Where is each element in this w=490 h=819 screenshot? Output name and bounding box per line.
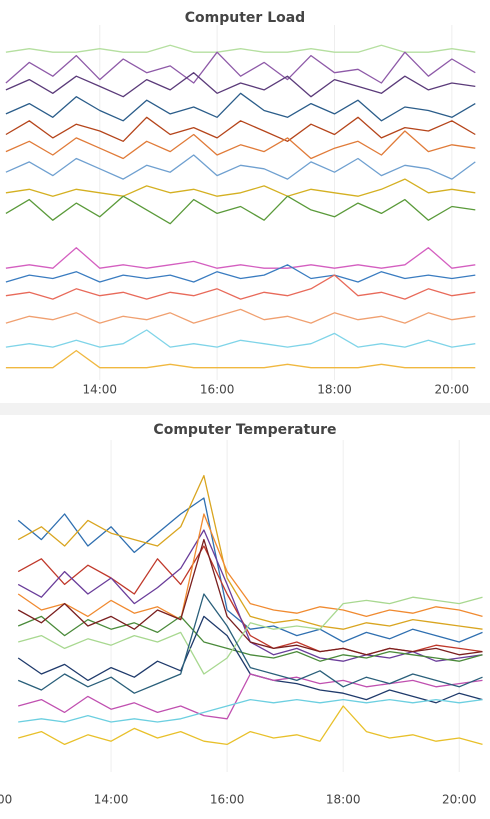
series-line (17, 513, 483, 621)
x-tick-label: 16:00 (210, 793, 245, 807)
series-line (5, 92, 476, 122)
series-line (17, 593, 483, 694)
series-line (17, 538, 483, 656)
x-tick-label: 12:00 (0, 793, 12, 807)
series-line (5, 274, 476, 300)
series-line (18, 673, 483, 720)
series-line (5, 154, 476, 180)
x-tick-label: 14:00 (82, 383, 117, 397)
series-line (17, 474, 483, 630)
series-line (18, 698, 483, 723)
series-line (5, 264, 476, 283)
x-tick-label: 16:00 (200, 383, 235, 397)
x-tick-label: 20:00 (442, 793, 477, 807)
series-line (5, 130, 476, 160)
x-tick-label: 18:00 (317, 383, 352, 397)
series-line (5, 247, 476, 269)
x-tick-label: 18:00 (326, 793, 361, 807)
chart-title: Computer Temperature (153, 422, 336, 438)
chart-title: Computer Load (185, 10, 305, 26)
series-line (5, 195, 476, 225)
series-line (5, 44, 476, 53)
series-line (5, 178, 476, 197)
series-line (17, 497, 483, 643)
panel-separator (0, 403, 490, 415)
series-line (5, 329, 476, 348)
series-line (5, 51, 476, 84)
series-line (18, 596, 483, 675)
series-line (5, 308, 476, 324)
x-tick-label: 14:00 (94, 793, 129, 807)
series-line (5, 116, 476, 142)
x-tick-label: 20:00 (435, 383, 470, 397)
series-line (18, 705, 483, 746)
series-line (5, 72, 476, 98)
series-line (5, 349, 476, 369)
